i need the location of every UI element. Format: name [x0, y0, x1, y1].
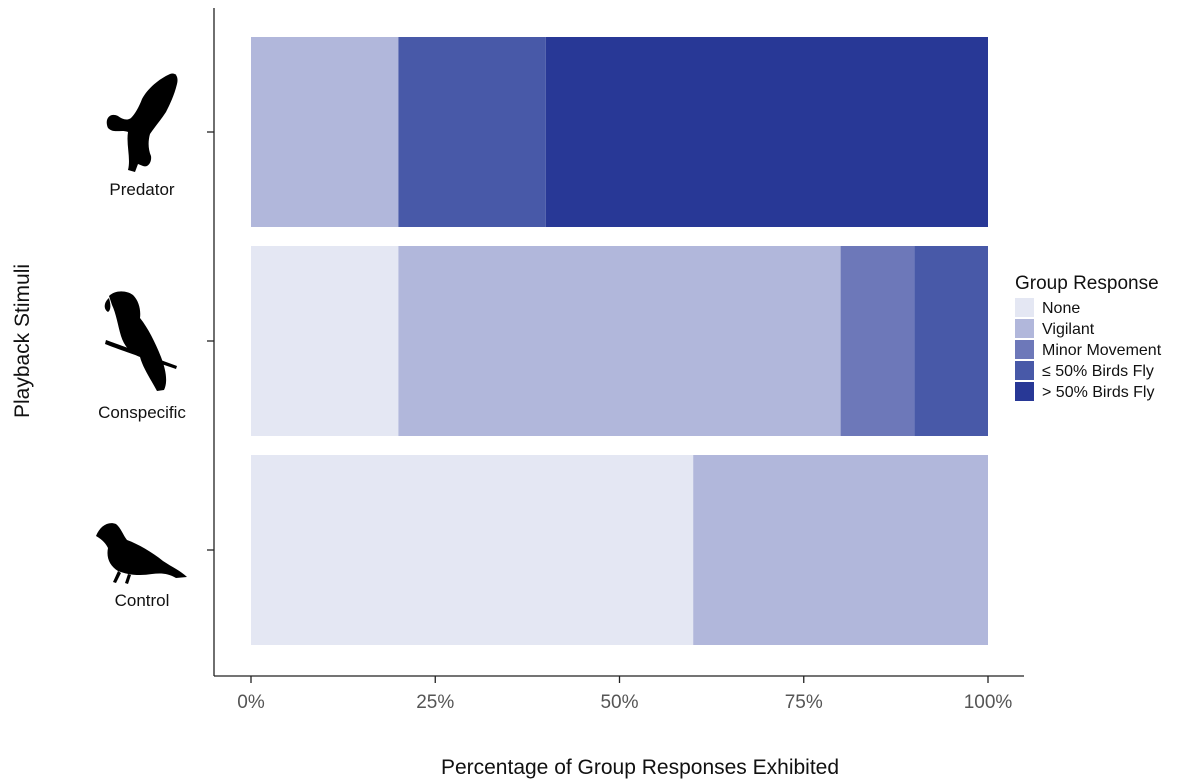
legend-swatch [1015, 340, 1034, 359]
bar-segment-conspecific-2 [840, 246, 915, 436]
bar-segment-conspecific-0 [251, 246, 399, 436]
bar-segment-conspecific-3 [914, 246, 988, 436]
legend: Group Response None Vigilant Minor Movemen… [1015, 273, 1162, 401]
x-tick-label: 75% [785, 692, 823, 713]
legend-label: Vigilant [1042, 321, 1095, 338]
bar-segment-predator-3 [398, 37, 546, 227]
legend-label: None [1042, 300, 1080, 317]
y-tick-label: Control [115, 591, 170, 610]
dove-silhouette-icon [96, 523, 187, 584]
legend-label: ≤ 50% Birds Fly [1042, 363, 1154, 380]
bar-segment-control-1 [693, 455, 988, 645]
raptor-silhouette-icon [106, 73, 178, 172]
legend-swatch [1015, 319, 1034, 338]
bar-segment-conspecific-1 [398, 246, 841, 436]
y-ticks-group: Predator Conspecific Control [98, 131, 214, 610]
bar-segment-predator-4 [545, 37, 988, 227]
y-axis-title: Playback Stimuli [11, 264, 34, 418]
x-tick-label: 0% [237, 692, 265, 713]
legend-label: Minor Movement [1042, 342, 1162, 359]
legend-label: > 50% Birds Fly [1042, 384, 1154, 401]
bar-segment-control-0 [251, 455, 694, 645]
x-ticks-group: 0% 25% 50% 75% 100% [237, 676, 1012, 713]
y-tick-label: Predator [109, 180, 175, 199]
y-tick-label: Conspecific [98, 403, 186, 422]
bars-group [251, 37, 988, 645]
x-tick-label: 50% [600, 692, 638, 713]
legend-title: Group Response [1015, 273, 1159, 294]
x-tick-label: 25% [416, 692, 454, 713]
bar-segment-predator-1 [251, 37, 399, 227]
legend-swatch [1015, 298, 1034, 317]
legend-swatch [1015, 361, 1034, 380]
x-tick-label: 100% [964, 692, 1013, 713]
x-axis-title: Percentage of Group Responses Exhibited [441, 756, 839, 779]
legend-swatch [1015, 382, 1034, 401]
parrot-silhouette-icon [104, 291, 177, 391]
